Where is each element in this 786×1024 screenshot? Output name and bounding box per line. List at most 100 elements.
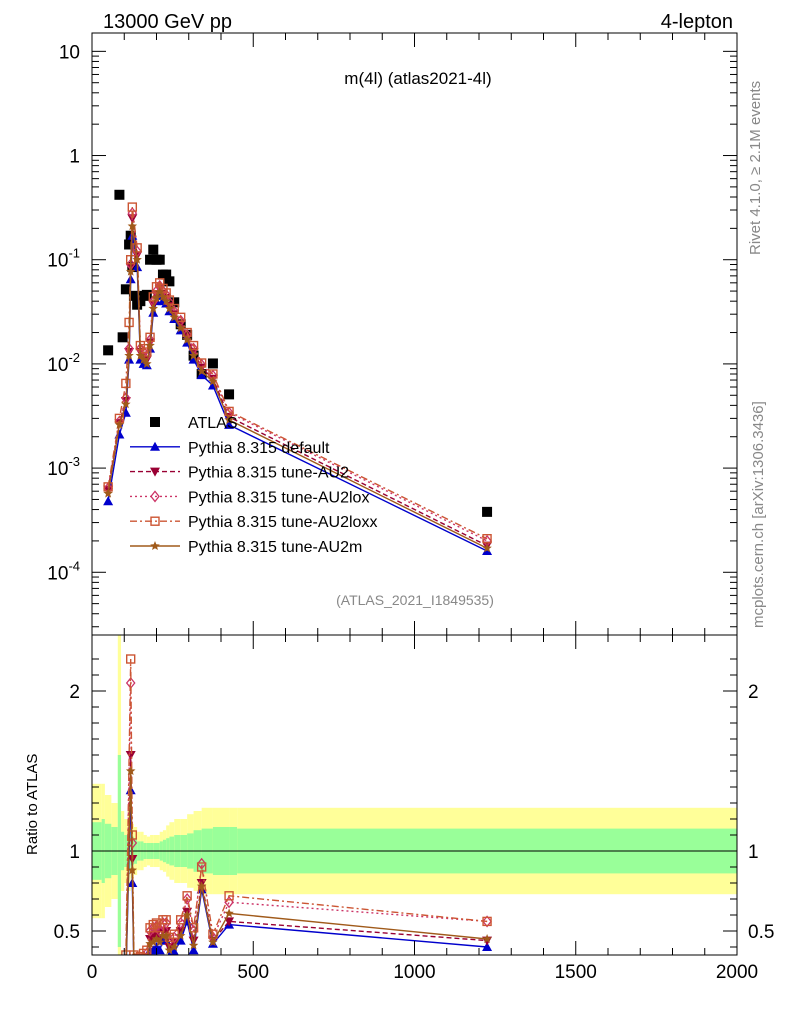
ratio-point [121, 969, 131, 978]
data-point [161, 269, 172, 280]
ratio-point [482, 915, 492, 928]
legend-label: Pythia 8.315 tune-AU2lox [188, 489, 369, 506]
ratio-point [196, 881, 207, 891]
data-point [148, 244, 159, 255]
ratio-point [118, 979, 128, 988]
ratio-point [136, 960, 146, 969]
data-point [207, 358, 218, 369]
y-tick-label: 10 [59, 42, 80, 63]
x-tick-label: 500 [237, 962, 269, 983]
ratio-point [135, 959, 145, 968]
data-point [154, 254, 165, 265]
ratio-point [129, 959, 139, 968]
rivet-label: Rivet 4.1.0, ≥ 2.1M events [747, 81, 764, 255]
ratio-point [208, 937, 218, 947]
ratio-point [142, 958, 152, 967]
y-tick-label: 1 [69, 147, 80, 168]
x-tick-label: 2000 [716, 962, 758, 983]
legend-marker [150, 417, 160, 427]
ratio-point [482, 916, 492, 927]
ratio-point [139, 953, 142, 955]
data-point [125, 266, 136, 276]
data-point [158, 291, 168, 301]
y-tick-label: 10-4 [47, 558, 80, 584]
ratio-point [188, 940, 199, 950]
ratio-point [121, 974, 131, 983]
ratio-point [161, 915, 171, 925]
ratio-point [132, 964, 142, 973]
ratio-point [145, 923, 155, 933]
x-tick-label: 0 [87, 962, 98, 983]
data-point [224, 389, 235, 400]
legend-label: Pythia 8.315 default [188, 440, 330, 457]
legend-marker [150, 441, 160, 451]
ratio-point [151, 934, 162, 943]
ratio-point [135, 961, 145, 970]
ratio-point [169, 942, 179, 951]
data-point [103, 345, 114, 356]
ratio-point [182, 910, 192, 919]
ratio-point [132, 963, 142, 972]
data-point [145, 254, 156, 265]
ratio-point [129, 963, 139, 972]
data-point [164, 276, 175, 287]
ratio-point [121, 967, 131, 976]
ratio-point [132, 953, 142, 955]
data-point [103, 488, 113, 498]
main-y-axis: 10 1 10-1 10-2 10-3 10-4 [47, 33, 738, 635]
y-tick-label: 10-3 [47, 454, 80, 480]
ratio-point [119, 972, 127, 980]
ratio-point [145, 938, 155, 948]
ratio-point [161, 916, 172, 930]
ratio-point [224, 908, 234, 918]
ratio-point [133, 958, 141, 968]
data-point [117, 332, 128, 343]
data-point [103, 496, 114, 506]
data-point [121, 399, 131, 409]
ratio-point [146, 954, 147, 955]
ratio-point [139, 958, 149, 967]
ratio-point [175, 935, 186, 945]
y-tick-label: 10-2 [47, 350, 80, 376]
ratio-y-tick-label: 1 [748, 842, 759, 863]
ratio-point [118, 978, 128, 987]
ratio-point [188, 945, 199, 955]
x-tick-label: 1000 [393, 962, 435, 983]
data-point [132, 243, 142, 253]
legend-marker [150, 516, 160, 526]
plot-subtitle: (ATLAS_2021_I1849535) [336, 592, 494, 608]
ratio-point [175, 915, 186, 925]
legend-marker [150, 467, 160, 477]
ratio-point [154, 945, 165, 955]
ratio-point [482, 934, 492, 943]
data-point [127, 221, 138, 231]
legend-label: ATLAS [188, 415, 238, 432]
header-right-title: 4-lepton [661, 11, 733, 33]
data-point [124, 350, 134, 360]
ratio-y-label: Ratio to ATLAS [24, 754, 41, 855]
ratio-point [148, 919, 158, 930]
ratio-point [139, 956, 149, 965]
ratio-point [125, 751, 136, 760]
ratio-point [182, 891, 192, 901]
ratio-point [154, 924, 165, 938]
data-point [114, 419, 125, 429]
data-point [188, 350, 199, 360]
ratio-y-tick-label: 1 [69, 842, 80, 863]
ratio-point [151, 918, 162, 928]
ratio-y-tick-label: 0.5 [748, 922, 774, 943]
ratio-y-tick-label: 2 [69, 682, 80, 703]
ratio-point [125, 766, 136, 775]
ratio-point [148, 937, 158, 947]
data-point [121, 378, 131, 389]
data-point [141, 289, 152, 300]
data-point [127, 202, 138, 212]
ratio-point [155, 937, 165, 947]
header-left-title: 13000 GeV pp [103, 11, 232, 33]
legend-label: Pythia 8.315 tune-AU2 [188, 465, 349, 482]
legend-label: Pythia 8.315 tune-AU2loxx [188, 514, 377, 531]
data-point [482, 506, 493, 517]
plot-title: m(4l) (atlas2021-4l) [344, 69, 491, 88]
main-series [103, 189, 493, 556]
